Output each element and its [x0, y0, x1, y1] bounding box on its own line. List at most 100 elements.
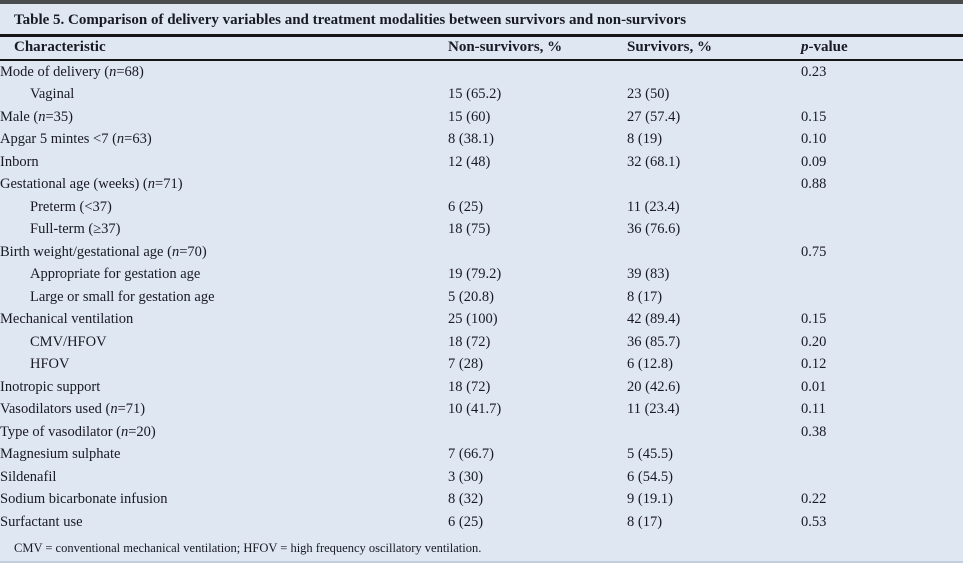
cell-survivors: 11 (23.4) — [627, 401, 680, 418]
cell-survivors: 9 (19.1) — [627, 491, 673, 508]
cell-characteristic: Full-term (≥37) — [30, 221, 121, 238]
cell-non-survivors: 6 (25) — [448, 513, 484, 530]
cell-characteristic: Mode of delivery (n=68) — [0, 63, 144, 80]
cell-characteristic: Gestational age (weeks) (n=71) — [0, 176, 183, 193]
table-row: Large or small for gestation age 5 (20.8)… — [0, 286, 963, 309]
table-footnote: CMV = conventional mechanical ventilatio… — [14, 540, 482, 555]
cell-characteristic: Birth weight/gestational age (n=70) — [0, 243, 207, 260]
cell-non-survivors: 18 (72) — [448, 333, 491, 350]
header-row: Characteristic Non-survivors, % Survivors,… — [0, 34, 963, 61]
cell-p-value: 0.11 — [801, 401, 826, 418]
cell-survivors: 39 (83) — [627, 266, 670, 283]
cell-p-value: 0.12 — [801, 356, 827, 373]
column-header-survivors: Survivors, % — [627, 34, 801, 61]
column-header-characteristic: Characteristic — [0, 34, 448, 61]
cell-characteristic: Large or small for gestation age — [30, 288, 215, 305]
cell-p-value — [801, 264, 963, 287]
cell-characteristic: Inborn — [0, 153, 39, 170]
cell-p-value — [801, 196, 963, 219]
cell-non-survivors: 15 (65.2) — [448, 86, 502, 103]
table-row: Magnesium sulphate 7 (66.7) 5 (45.5) — [0, 444, 963, 467]
table-row: Vasodilators used (n=71) 10 (41.7) 11 (23.… — [0, 399, 963, 422]
column-header-p-value: p-value — [801, 34, 963, 61]
cell-survivors: 27 (57.4) — [627, 108, 681, 125]
table-row: Male (n=35) 15 (60) 27 (57.4) 0.15 — [0, 106, 963, 129]
cell-survivors: 20 (42.6) — [627, 378, 681, 395]
cell-characteristic: Vaginal — [30, 86, 75, 103]
cell-non-survivors: 6 (25) — [448, 198, 484, 215]
cell-non-survivors: 19 (79.2) — [448, 266, 502, 283]
table-row: Mode of delivery (n=68) 0.23 — [0, 60, 963, 84]
table-row: Birth weight/gestational age (n=70) 0.75 — [0, 241, 963, 264]
cell-survivors: 6 (12.8) — [627, 356, 673, 373]
cell-characteristic: Vasodilators used (n=71) — [0, 401, 146, 418]
table-row: Inotropic support 18 (72) 20 (42.6) 0.01 — [0, 376, 963, 399]
cell-survivors: 36 (85.7) — [627, 333, 681, 350]
cell-non-survivors — [448, 174, 627, 197]
cell-characteristic: Appropriate for gestation age — [30, 266, 201, 283]
cell-p-value: 0.20 — [801, 333, 827, 350]
cell-characteristic: Preterm (<37) — [30, 198, 112, 215]
table-row: Gestational age (weeks) (n=71) 0.88 — [0, 174, 963, 197]
cell-p-value: 0.01 — [801, 378, 827, 395]
table-row: CMV/HFOV 18 (72) 36 (85.7) 0.20 — [0, 331, 963, 354]
cell-non-survivors: 8 (32) — [448, 491, 484, 508]
cell-survivors: 23 (50) — [627, 86, 670, 103]
cell-characteristic: Male (n=35) — [0, 108, 74, 125]
cell-p-value: 0.15 — [801, 311, 827, 328]
cell-non-survivors: 18 (75) — [448, 221, 491, 238]
cell-survivors — [627, 174, 801, 197]
table-row: Apgar 5 mintes <7 (n=63) 8 (38.1) 8 (19) 0.… — [0, 129, 963, 152]
table-header: Characteristic Non-survivors, % Survivors,… — [0, 34, 963, 61]
cell-characteristic: Sodium bicarbonate infusion — [0, 491, 168, 508]
cell-p-value — [801, 444, 963, 467]
cell-characteristic: Mechanical ventilation — [0, 311, 134, 328]
cell-p-value — [801, 466, 963, 489]
table-row: Sodium bicarbonate infusion 8 (32) 9 (19.1… — [0, 489, 963, 512]
table-row: Sildenafil 3 (30) 6 (54.5) — [0, 466, 963, 489]
cell-characteristic: Magnesium sulphate — [0, 446, 121, 463]
table-row: Surfactant use 6 (25) 8 (17) 0.53 — [0, 511, 963, 534]
cell-non-survivors — [448, 241, 627, 264]
column-header-non-survivors: Non-survivors, % — [448, 34, 627, 61]
cell-non-survivors: 8 (38.1) — [448, 131, 494, 148]
cell-non-survivors: 5 (20.8) — [448, 288, 494, 305]
table-row: HFOV 7 (28) 6 (12.8) 0.12 — [0, 354, 963, 377]
cell-p-value — [801, 219, 963, 242]
cell-characteristic: Type of vasodilator (n=20) — [0, 423, 156, 440]
cell-characteristic: HFOV — [30, 356, 70, 373]
cell-survivors: 11 (23.4) — [627, 198, 680, 215]
cell-p-value: 0.75 — [801, 243, 827, 260]
table-row: Appropriate for gestation age 19 (79.2) 39… — [0, 264, 963, 287]
cell-survivors — [627, 60, 801, 84]
table-body: Mode of delivery (n=68) 0.23 Vaginal 15 (65… — [0, 60, 963, 534]
cell-survivors: 42 (89.4) — [627, 311, 681, 328]
cell-p-value: 0.15 — [801, 108, 827, 125]
cell-non-survivors — [448, 421, 627, 444]
cell-characteristic: Inotropic support — [0, 378, 101, 395]
table-row: Vaginal 15 (65.2) 23 (50) — [0, 84, 963, 107]
cell-survivors: 32 (68.1) — [627, 153, 681, 170]
cell-non-survivors: 10 (41.7) — [448, 401, 502, 418]
cell-characteristic: CMV/HFOV — [30, 333, 107, 350]
cell-survivors: 6 (54.5) — [627, 468, 673, 485]
cell-survivors: 5 (45.5) — [627, 446, 673, 463]
cell-characteristic: Surfactant use — [0, 513, 83, 530]
cell-survivors: 8 (19) — [627, 131, 663, 148]
cell-characteristic: Sildenafil — [0, 468, 57, 485]
cell-p-value: 0.88 — [801, 176, 827, 193]
cell-p-value — [801, 286, 963, 309]
cell-p-value: 0.53 — [801, 513, 827, 530]
cell-p-value — [801, 84, 963, 107]
table-row: Mechanical ventilation 25 (100) 42 (89.4) 0… — [0, 309, 963, 332]
cell-survivors: 8 (17) — [627, 288, 663, 305]
cell-p-value: 0.10 — [801, 131, 827, 148]
cell-non-survivors: 25 (100) — [448, 311, 498, 328]
cell-p-value: 0.38 — [801, 423, 827, 440]
table-row: Inborn 12 (48) 32 (68.1) 0.09 — [0, 151, 963, 174]
table-row: Type of vasodilator (n=20) 0.38 — [0, 421, 963, 444]
cell-non-survivors: 3 (30) — [448, 468, 484, 485]
cell-non-survivors: 7 (28) — [448, 356, 484, 373]
cell-p-value: 0.22 — [801, 491, 827, 508]
